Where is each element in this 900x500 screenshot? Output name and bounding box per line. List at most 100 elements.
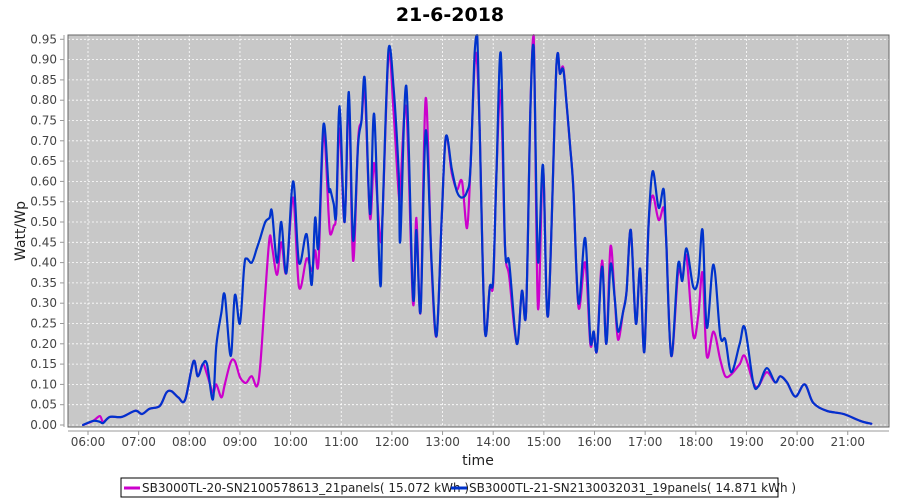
data-point-series-2 (625, 290, 628, 293)
data-point-series-2 (201, 363, 204, 366)
data-point-series-2 (670, 354, 673, 357)
data-point-series-2 (466, 190, 469, 193)
chart-title: 21-6-2018 (396, 4, 504, 26)
data-point-series-2 (681, 279, 684, 282)
data-point-series-2 (387, 48, 390, 51)
x-tick-label: 07:00 (121, 435, 156, 449)
data-point-series-1 (609, 245, 612, 248)
data-point-series-2 (141, 413, 144, 416)
data-point-series-1 (705, 354, 708, 357)
data-point-series-1 (617, 338, 620, 341)
data-point-series-2 (825, 409, 828, 412)
data-point-series-1 (392, 111, 395, 114)
data-point-series-1 (98, 415, 101, 418)
data-point-series-2 (605, 342, 608, 345)
data-point-series-2 (662, 188, 665, 191)
x-tick-label: 08:00 (172, 435, 207, 449)
y-tick-label: 0.10 (30, 377, 57, 391)
data-point-series-2 (92, 419, 95, 422)
data-point-series-2 (617, 330, 620, 333)
data-point-series-2 (327, 186, 330, 189)
data-point-series-2 (774, 381, 777, 384)
data-point-series-1 (245, 381, 248, 384)
data-point-series-1 (577, 306, 580, 309)
data-point-series-2 (259, 237, 262, 240)
data-point-series-2 (450, 168, 453, 171)
y-axis: 0.00 0.05 0.10 0.15 0.20 0.25 0.30 0.35 0.40 0.45… (30, 32, 65, 432)
data-point-series-2 (177, 396, 180, 399)
data-point-series-2 (536, 259, 539, 262)
data-point-series-2 (730, 371, 733, 374)
data-point-series-2 (360, 119, 363, 122)
data-point-series-2 (589, 338, 592, 341)
data-point-series-1 (255, 385, 258, 388)
data-point-series-2 (81, 424, 84, 426)
data-point-series-2 (651, 170, 654, 173)
data-point-series-2 (338, 105, 341, 108)
data-point-series-1 (223, 383, 226, 386)
data-point-series-2 (697, 277, 700, 280)
data-point-series-2 (613, 298, 616, 301)
data-point-series-2 (329, 188, 332, 191)
data-point-series-2 (596, 348, 599, 351)
data-point-series-2 (555, 62, 558, 65)
data-point-series-2 (381, 212, 384, 215)
data-point-series-2 (478, 129, 481, 132)
data-point-series-1 (724, 375, 727, 378)
data-point-series-2 (473, 52, 476, 55)
data-point-series-2 (685, 247, 688, 250)
data-point-series-1 (651, 194, 654, 197)
data-point-series-2 (220, 311, 223, 314)
x-tick-label: 09:00 (223, 435, 258, 449)
data-point-series-1 (238, 376, 241, 379)
data-point-series-2 (515, 342, 518, 345)
data-point-series-2 (419, 310, 422, 313)
data-point-series-2 (565, 103, 568, 106)
x-tick-label: 16:00 (577, 435, 612, 449)
data-point-series-2 (211, 398, 214, 401)
data-point-series-2 (634, 322, 637, 325)
y-tick-label: 0.50 (30, 215, 57, 229)
data-point-series-1 (264, 292, 267, 295)
x-tick-label: 13:00 (425, 435, 460, 449)
data-point-series-2 (148, 407, 151, 410)
data-point-series-2 (629, 229, 632, 232)
data-point-series-2 (435, 334, 438, 337)
y-tick-label: 0.40 (30, 256, 57, 270)
y-tick-label: 0.45 (30, 235, 57, 249)
data-point-series-2 (779, 375, 782, 378)
data-point-series-2 (332, 202, 335, 205)
data-point-series-2 (719, 334, 722, 337)
y-tick-label: 0.05 (30, 398, 57, 412)
data-point-series-2 (229, 354, 232, 357)
y-tick-label: 0.15 (30, 357, 57, 371)
series-line-2 (82, 34, 872, 427)
data-point-series-2 (134, 409, 137, 412)
data-point-series-2 (492, 277, 495, 280)
data-point-series-1 (317, 261, 320, 264)
data-point-series-2 (245, 257, 248, 260)
data-point-series-1 (536, 306, 539, 309)
data-point-series-2 (268, 216, 271, 219)
data-point-series-1 (298, 285, 301, 288)
data-point-series-1 (765, 371, 768, 374)
data-point-series-2 (233, 294, 236, 297)
y-tick-label: 0.60 (30, 174, 57, 188)
data-point-series-1 (259, 365, 262, 368)
data-point-series-2 (352, 239, 355, 242)
data-point-series-2 (430, 261, 433, 264)
data-point-series-2 (368, 212, 371, 215)
data-point-series-2 (577, 302, 580, 305)
data-point-series-2 (712, 263, 715, 266)
data-point-series-2 (677, 263, 680, 266)
data-point-series-2 (859, 419, 862, 422)
data-point-series-2 (363, 78, 366, 81)
data-point-series-1 (215, 383, 218, 386)
x-tick-label: 14:00 (476, 435, 511, 449)
data-point-series-2 (525, 310, 528, 313)
data-point-series-2 (184, 398, 187, 401)
data-point-series-1 (368, 216, 371, 219)
data-point-series-2 (639, 267, 642, 270)
data-point-series-2 (250, 261, 253, 264)
